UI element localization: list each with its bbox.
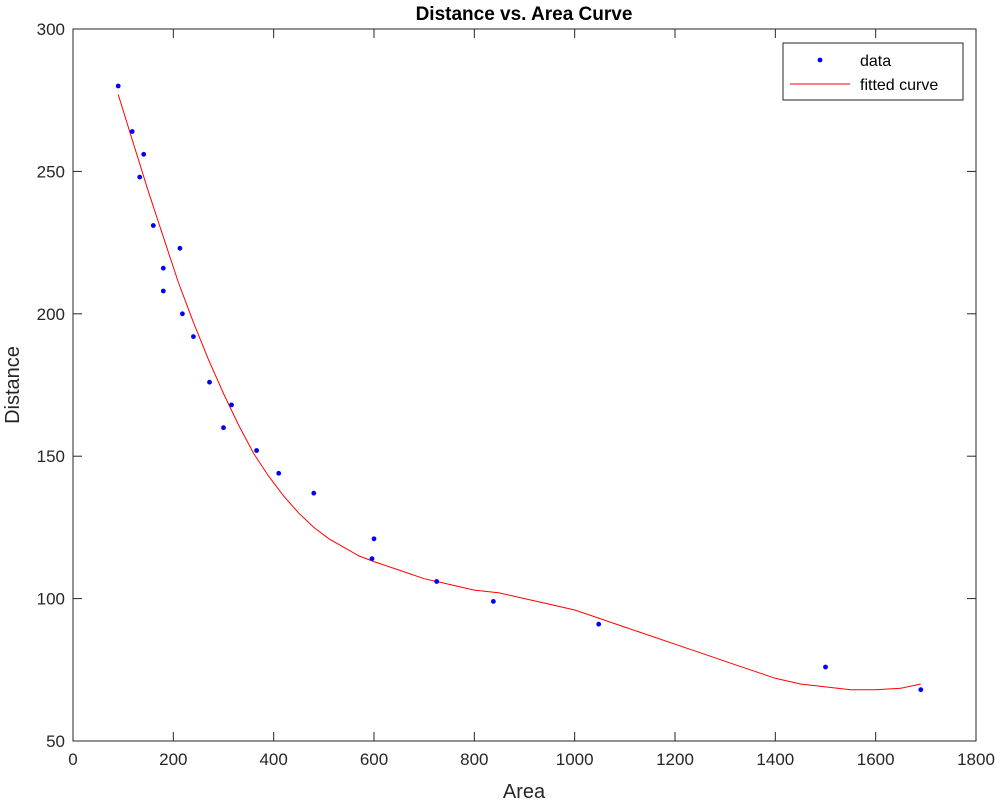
legend-marker-data: [817, 57, 823, 63]
y-tick-label: 200: [37, 305, 65, 324]
data-point: [434, 579, 440, 584]
data-point: [596, 621, 602, 627]
data-point: [369, 556, 375, 562]
plot-area: [72, 28, 977, 742]
data-point: [160, 288, 166, 294]
x-axis-label: Area: [503, 781, 546, 801]
data-point: [137, 174, 143, 180]
legend: data fitted curve: [782, 42, 964, 101]
y-tick-label: 300: [37, 20, 65, 39]
data-point: [221, 425, 226, 431]
data-point: [229, 402, 234, 408]
x-tick-label: 800: [460, 750, 488, 769]
legend-label-fitted-curve: fitted curve: [860, 77, 938, 94]
y-tick-label: 50: [46, 732, 65, 751]
x-tick-label: 1000: [556, 750, 594, 769]
x-tick-label: 400: [259, 750, 287, 769]
y-axis-label: Distance: [2, 346, 24, 424]
data-point: [160, 265, 166, 271]
legend-box: [782, 42, 964, 101]
data-point: [177, 245, 183, 251]
y-tick-label: 250: [37, 162, 65, 181]
data-point: [141, 151, 147, 157]
data-point: [918, 687, 924, 693]
x-tick-labels: 0 200 400 600 800 1000 1200 1400 1600 1800: [68, 750, 995, 769]
y-tick-labels: 50 100 150 200 250 300: [37, 20, 65, 751]
data-point: [254, 448, 259, 453]
x-tick-label: 1800: [957, 750, 995, 769]
data-point: [311, 490, 317, 496]
x-tick-label: 1600: [857, 750, 895, 769]
x-tick-label: 1400: [756, 750, 794, 769]
y-tick-label: 100: [37, 590, 65, 609]
x-tick-label: 600: [360, 750, 388, 769]
data-point: [371, 536, 377, 542]
x-tick-label: 1200: [656, 750, 694, 769]
legend-label-data: data: [860, 53, 891, 70]
x-tick-label: 0: [68, 750, 77, 769]
axis-ticks: [72, 28, 977, 742]
chart-title: Distance vs. Area Curve: [416, 4, 633, 25]
series-layer: [115, 83, 924, 693]
data-point: [491, 599, 496, 604]
y-tick-label: 150: [37, 447, 65, 466]
data-point: [207, 379, 212, 385]
data-point: [191, 334, 196, 339]
data-point: [180, 311, 185, 317]
data-point: [115, 83, 121, 89]
data-point: [150, 223, 156, 228]
data-point: [823, 664, 828, 670]
data-point: [129, 129, 135, 134]
x-tick-label: 200: [159, 750, 187, 769]
data-point: [276, 470, 282, 476]
